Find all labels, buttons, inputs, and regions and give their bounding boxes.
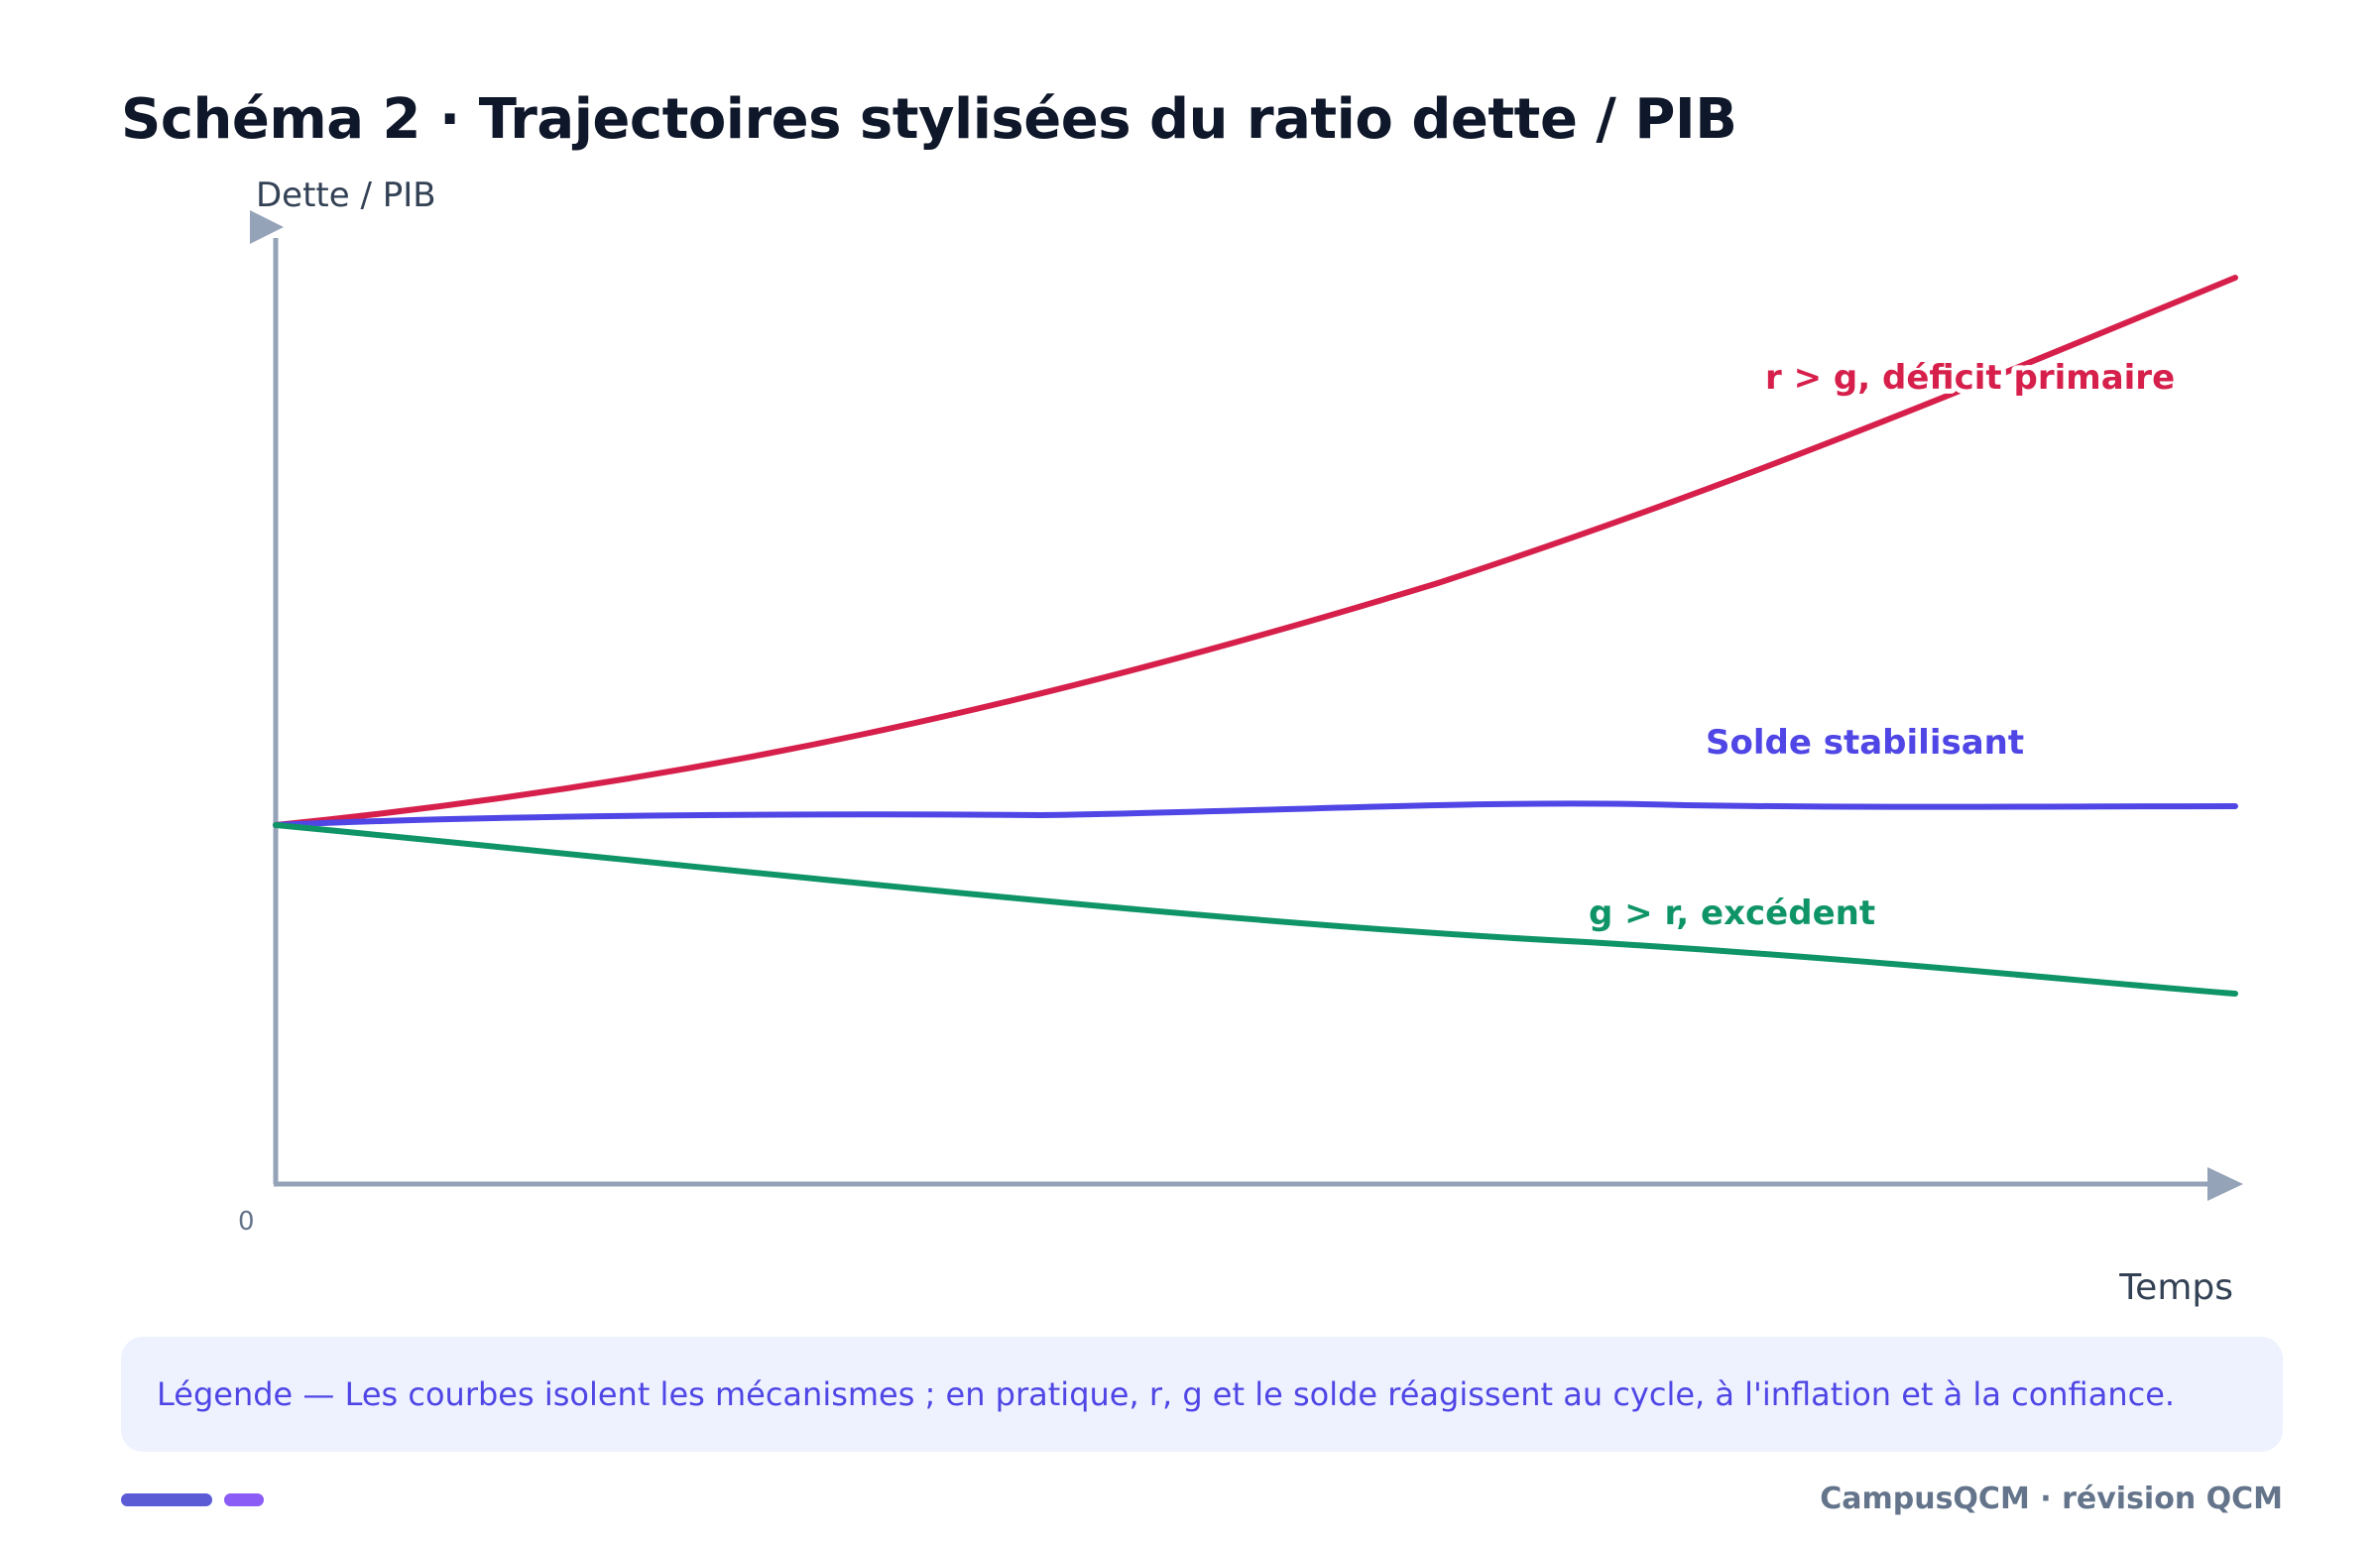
axes — [250, 210, 2243, 1201]
curve-deficit — [273, 275, 2238, 828]
curve-excedent — [273, 822, 2238, 997]
y-axis-label: Dette / PIB — [256, 176, 436, 215]
x-axis-arrow — [2207, 1167, 2243, 1201]
curve-label-deficit: r > g, déficit primaire — [1765, 358, 2175, 398]
footer-accent-bar-small — [224, 1493, 264, 1506]
footer-brand: CampusQCM · révision QCM — [1820, 1482, 2283, 1516]
x-axis-label: Temps — [2118, 1267, 2233, 1308]
page-title: Schéma 2 · Trajectoires stylisées du rat… — [121, 87, 1737, 152]
curve-label-excedent: g > r, excédent — [1589, 893, 1875, 933]
curve-label-stabilisant: Solde stabilisant — [1706, 723, 2024, 763]
footer-accent-bar — [121, 1493, 212, 1506]
curve-stabilisant — [273, 800, 2238, 828]
y-axis-arrow — [250, 210, 284, 244]
legend-box: Légende — Les courbes isolent les mécani… — [121, 1337, 2283, 1452]
origin-label: 0 — [238, 1207, 255, 1237]
legend-text: Légende — Les courbes isolent les mécani… — [157, 1375, 2176, 1413]
